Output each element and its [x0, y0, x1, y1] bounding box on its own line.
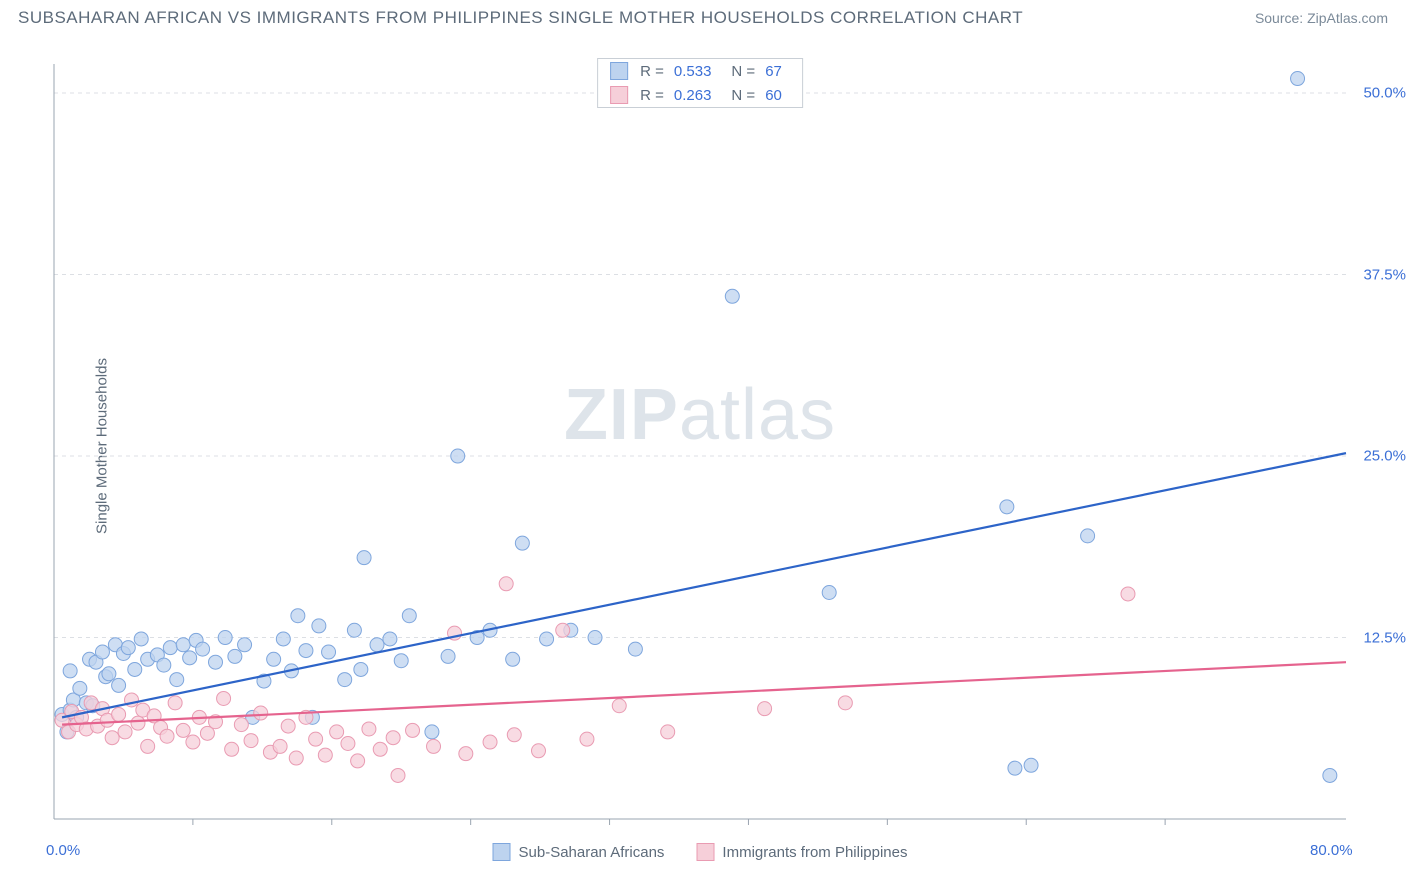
y-tick-label: 37.5% — [1363, 266, 1406, 283]
legend-stat-row: R = 0.533 N = 67 — [598, 59, 802, 83]
legend-swatch — [493, 843, 511, 861]
x-tick-label: 80.0% — [1310, 842, 1353, 859]
y-tick-label: 50.0% — [1363, 85, 1406, 102]
chart-title: SUBSAHARAN AFRICAN VS IMMIGRANTS FROM PH… — [18, 8, 1023, 28]
legend-series-item: Sub-Saharan Africans — [493, 843, 665, 861]
legend-swatch — [696, 843, 714, 861]
source-attribution: Source: ZipAtlas.com — [1255, 10, 1388, 26]
legend-series: Sub-Saharan Africans Immigrants from Phil… — [493, 843, 908, 861]
legend-swatch — [610, 86, 628, 104]
scatter-plot — [50, 58, 1350, 833]
legend-stats: R = 0.533 N = 67 R = 0.263 N = 60 — [597, 58, 803, 108]
chart-area: ZIPatlas R = 0.533 N = 67 R = 0.263 N = … — [50, 58, 1350, 833]
x-tick-label: 0.0% — [46, 842, 80, 859]
y-tick-label: 12.5% — [1363, 629, 1406, 646]
y-tick-label: 25.0% — [1363, 448, 1406, 465]
legend-stat-row: R = 0.263 N = 60 — [598, 83, 802, 107]
legend-series-item: Immigrants from Philippines — [696, 843, 907, 861]
legend-swatch — [610, 62, 628, 80]
